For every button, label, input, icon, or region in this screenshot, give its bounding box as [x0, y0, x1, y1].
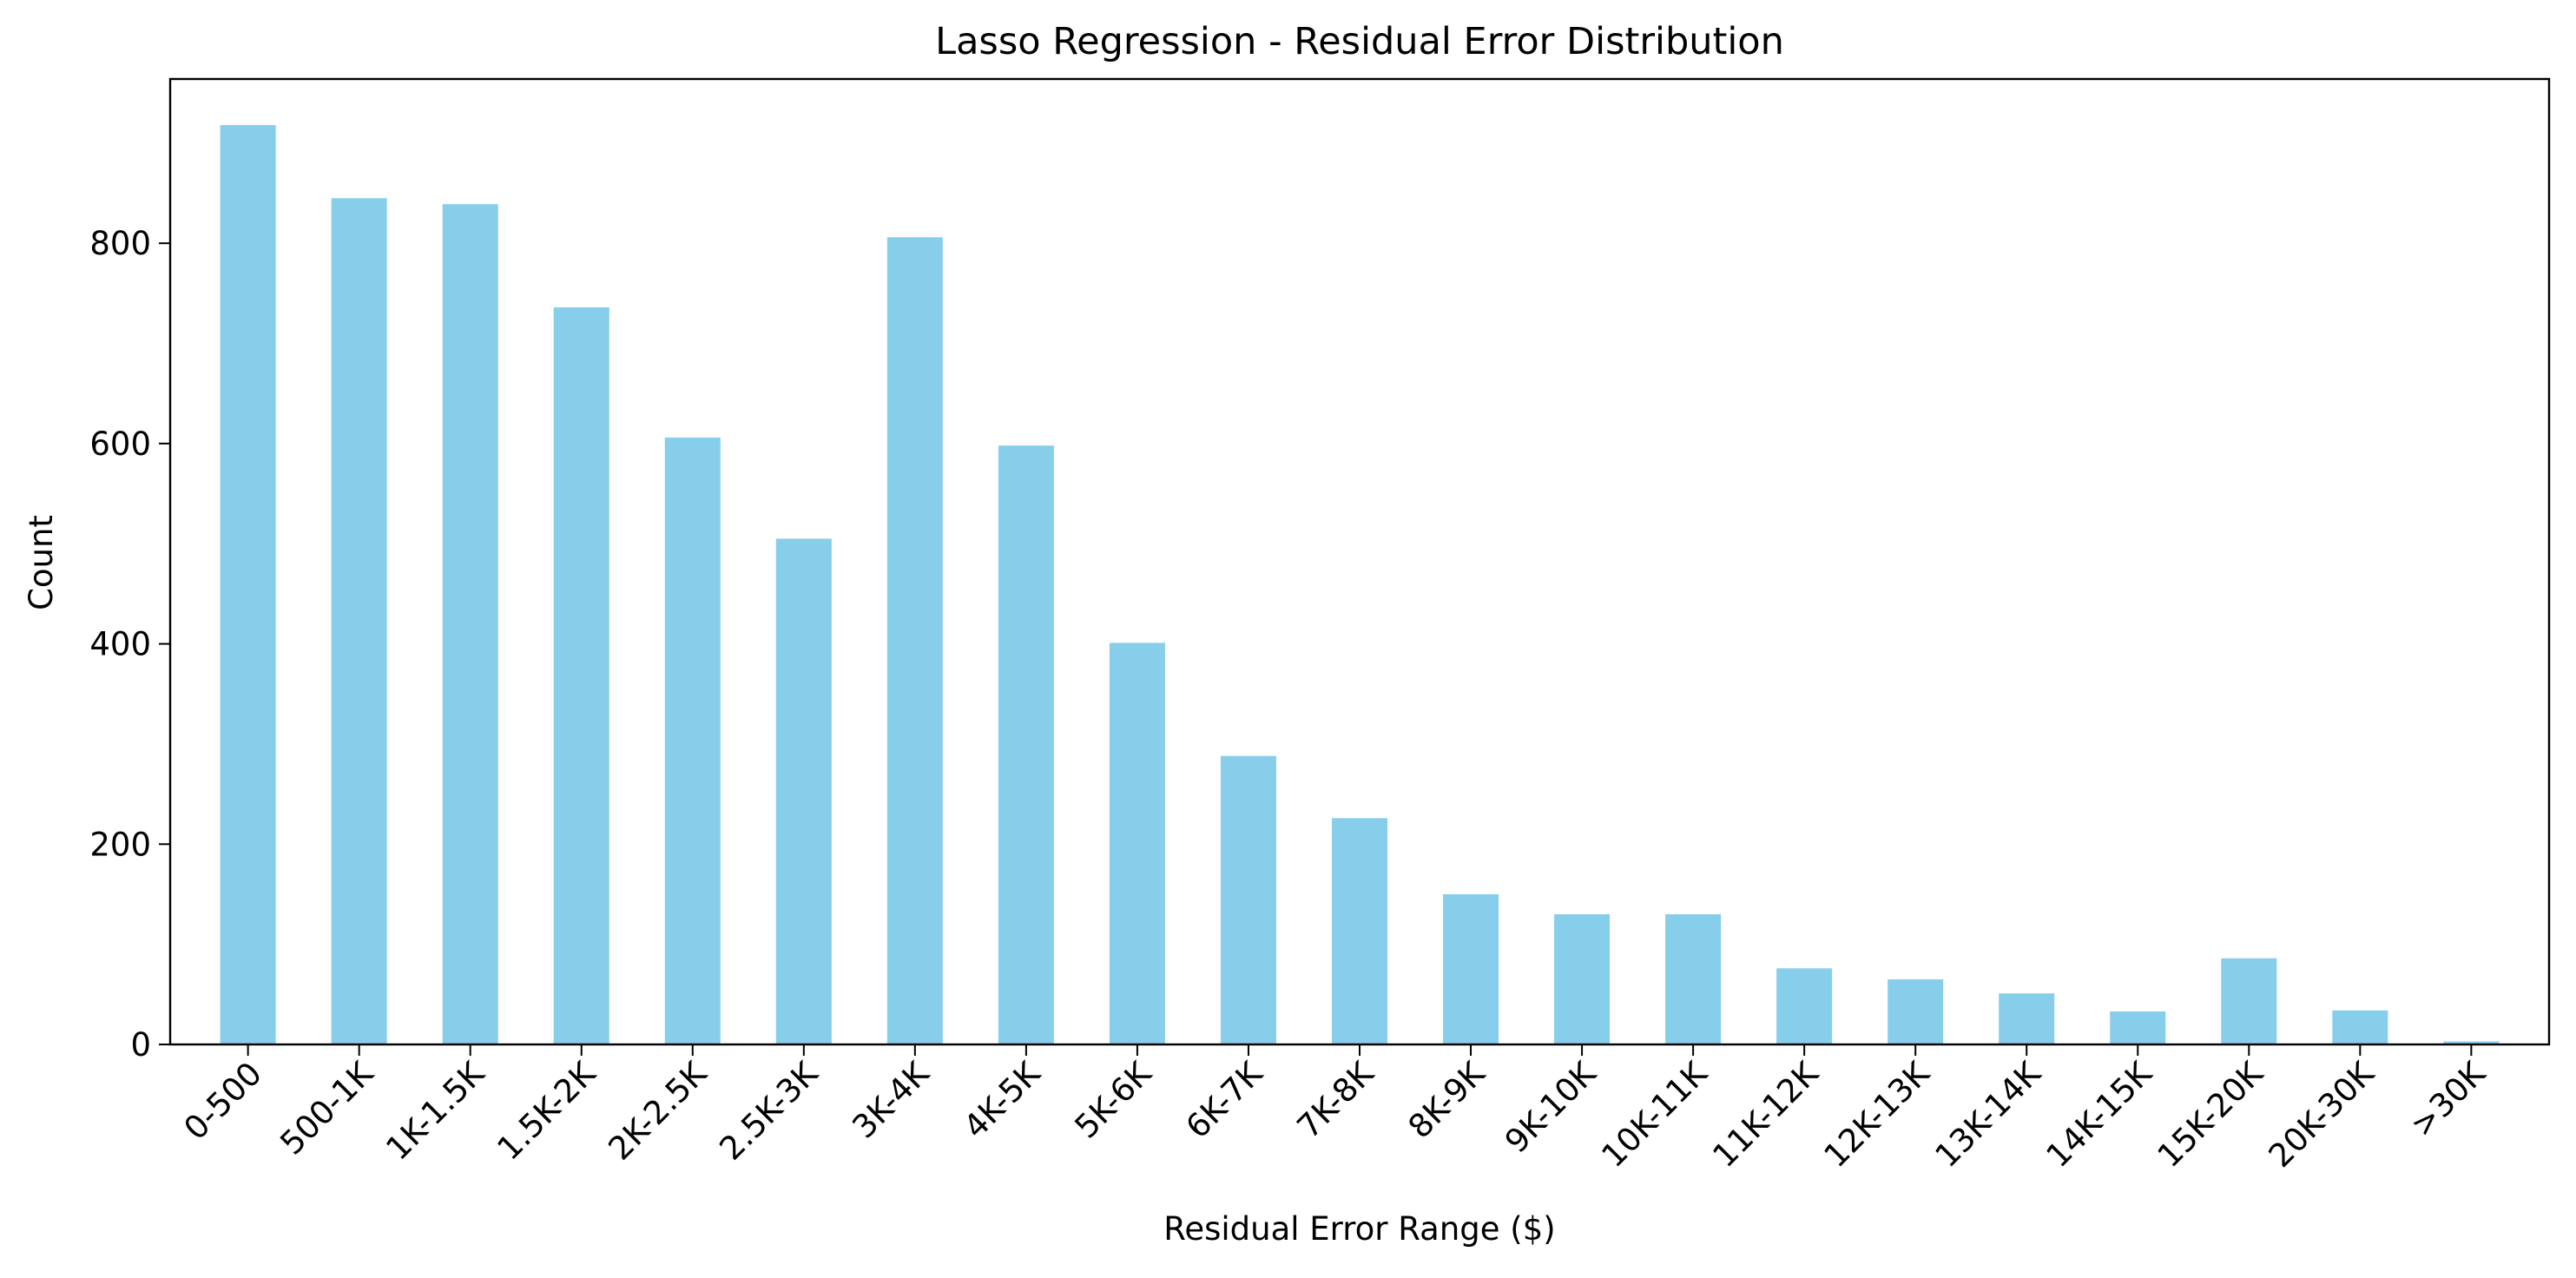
x-tick-label-17: 14K-15K [2039, 1054, 2160, 1175]
x-tick-label-18: 15K-20K [2151, 1054, 2271, 1175]
bar-20 [2443, 1041, 2500, 1044]
y-axis: 0 200 400 600 800 [89, 225, 170, 1064]
x-tick-label-15: 12K-13K [1817, 1054, 1938, 1175]
x-tick-label-9: 6K-7K [1179, 1054, 1271, 1146]
x-tick-label-11: 8K-9K [1401, 1054, 1493, 1146]
x-tick-label-8: 5K-6K [1068, 1054, 1160, 1146]
x-tick-label-19: 20K-30K [2262, 1054, 2382, 1175]
bar-10 [1331, 818, 1388, 1044]
x-tick-label-3: 1.5K-2K [490, 1054, 603, 1168]
bar-15 [1888, 979, 1944, 1044]
bar-12 [1554, 914, 1611, 1044]
y-tick-label-0: 0 [130, 1026, 151, 1064]
y-axis-label: Count [23, 515, 60, 610]
bar-2 [442, 204, 498, 1045]
x-tick-label-6: 3K-4K [846, 1054, 938, 1146]
bars-group [220, 125, 2500, 1045]
bar-8 [1109, 642, 1165, 1044]
bar-1 [331, 198, 387, 1044]
x-tick-label-1: 500-1K [273, 1054, 381, 1163]
bar-17 [2110, 1011, 2166, 1044]
bar-18 [2221, 958, 2277, 1044]
x-tick-label-7: 4K-5K [957, 1054, 1049, 1146]
x-tick-label-10: 7K-8K [1290, 1054, 1382, 1146]
x-tick-label-5: 2.5K-3K [713, 1054, 827, 1168]
y-tick-label-1: 200 [89, 826, 151, 863]
x-tick-label-13: 10K-11K [1594, 1054, 1715, 1175]
bar-0 [220, 125, 276, 1044]
bar-7 [998, 445, 1054, 1044]
x-tick-label-4: 2K-2.5K [601, 1054, 715, 1168]
bar-16 [1999, 993, 2055, 1044]
bar-5 [775, 538, 832, 1044]
bar-11 [1443, 893, 1499, 1044]
y-tick-label-2: 400 [89, 626, 151, 663]
x-tick-label-14: 11K-12K [1706, 1054, 1827, 1175]
x-tick-label-0: 0-500 [177, 1055, 269, 1147]
bar-14 [1776, 968, 1833, 1044]
x-tick-label-20: >30K [2403, 1054, 2494, 1144]
y-tick-label-4: 800 [89, 225, 151, 262]
y-tick-label-3: 600 [89, 425, 151, 463]
bar-6 [886, 237, 943, 1044]
bar-3 [553, 307, 609, 1044]
bar-9 [1220, 755, 1276, 1044]
x-tick-label-2: 1K-1.5K [379, 1054, 492, 1168]
chart-title: Lasso Regression - Residual Error Distri… [935, 20, 1784, 63]
bar-4 [664, 437, 721, 1044]
x-axis-label: Residual Error Range ($) [1163, 1210, 1555, 1248]
x-tick-label-16: 13K-14K [1928, 1054, 2049, 1175]
x-tick-label-12: 9K-10K [1498, 1054, 1604, 1161]
bar-19 [2332, 1010, 2388, 1044]
bar-13 [1665, 914, 1722, 1044]
